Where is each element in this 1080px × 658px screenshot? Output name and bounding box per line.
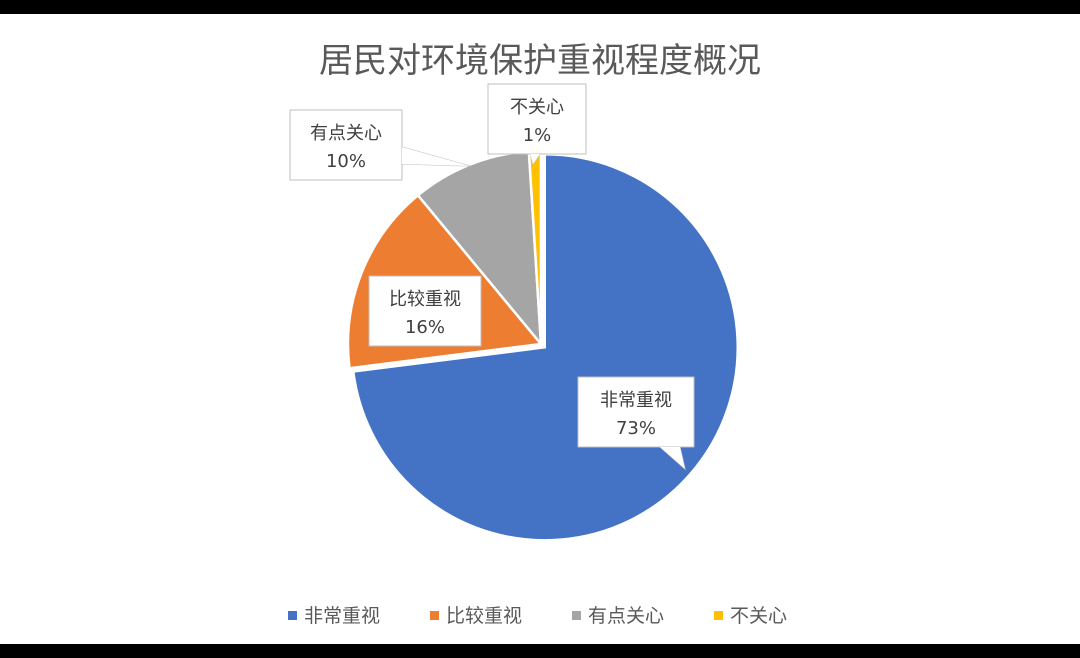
legend-label: 有点关心 [588, 605, 664, 627]
legend-swatch [430, 611, 439, 620]
legend-swatch [714, 611, 723, 620]
legend-label: 非常重视 [304, 605, 380, 627]
legend-swatch [288, 611, 297, 620]
chart-frame: 居民对环境保护重视程度概况 非常重视 73% 比较重视 16% 有点关心 10% 不关心 1%… [0, 14, 1080, 644]
callout-value-label: 16% [405, 317, 445, 338]
legend-item-4: 不关心 [714, 605, 787, 627]
callout-category-label: 比较重视 [389, 289, 461, 310]
callout-category-label: 有点关心 [310, 123, 382, 144]
data-callout-4: 不关心 1% [487, 83, 587, 166]
callout-value-label: 1% [523, 125, 552, 146]
legend-swatch [572, 611, 581, 620]
callout-value-label: 10% [326, 151, 366, 172]
legend-label: 比较重视 [446, 605, 522, 627]
chart-legend: 非常重视 比较重视 有点关心 不关心 [288, 605, 787, 627]
callout-category-label: 不关心 [510, 97, 564, 118]
chart-title: 居民对环境保护重视程度概况 [319, 41, 761, 81]
data-callout-3: 有点关心 10% [289, 109, 471, 181]
legend-item-1: 非常重视 [288, 605, 380, 627]
callout-category-label: 非常重视 [600, 390, 672, 411]
pie-chart: 居民对环境保护重视程度概况 非常重视 73% 比较重视 16% 有点关心 10% 不关心 1%… [288, 41, 787, 627]
callout-value-label: 73% [616, 418, 656, 439]
legend-label: 不关心 [730, 605, 787, 627]
data-callouts: 非常重视 73% 比较重视 16% 有点关心 10% 不关心 1% [289, 83, 695, 471]
data-callout-2: 比较重视 16% [368, 275, 482, 347]
legend-item-2: 比较重视 [430, 605, 522, 627]
legend-item-3: 有点关心 [572, 605, 664, 627]
data-callout-1: 非常重视 73% [577, 376, 695, 471]
